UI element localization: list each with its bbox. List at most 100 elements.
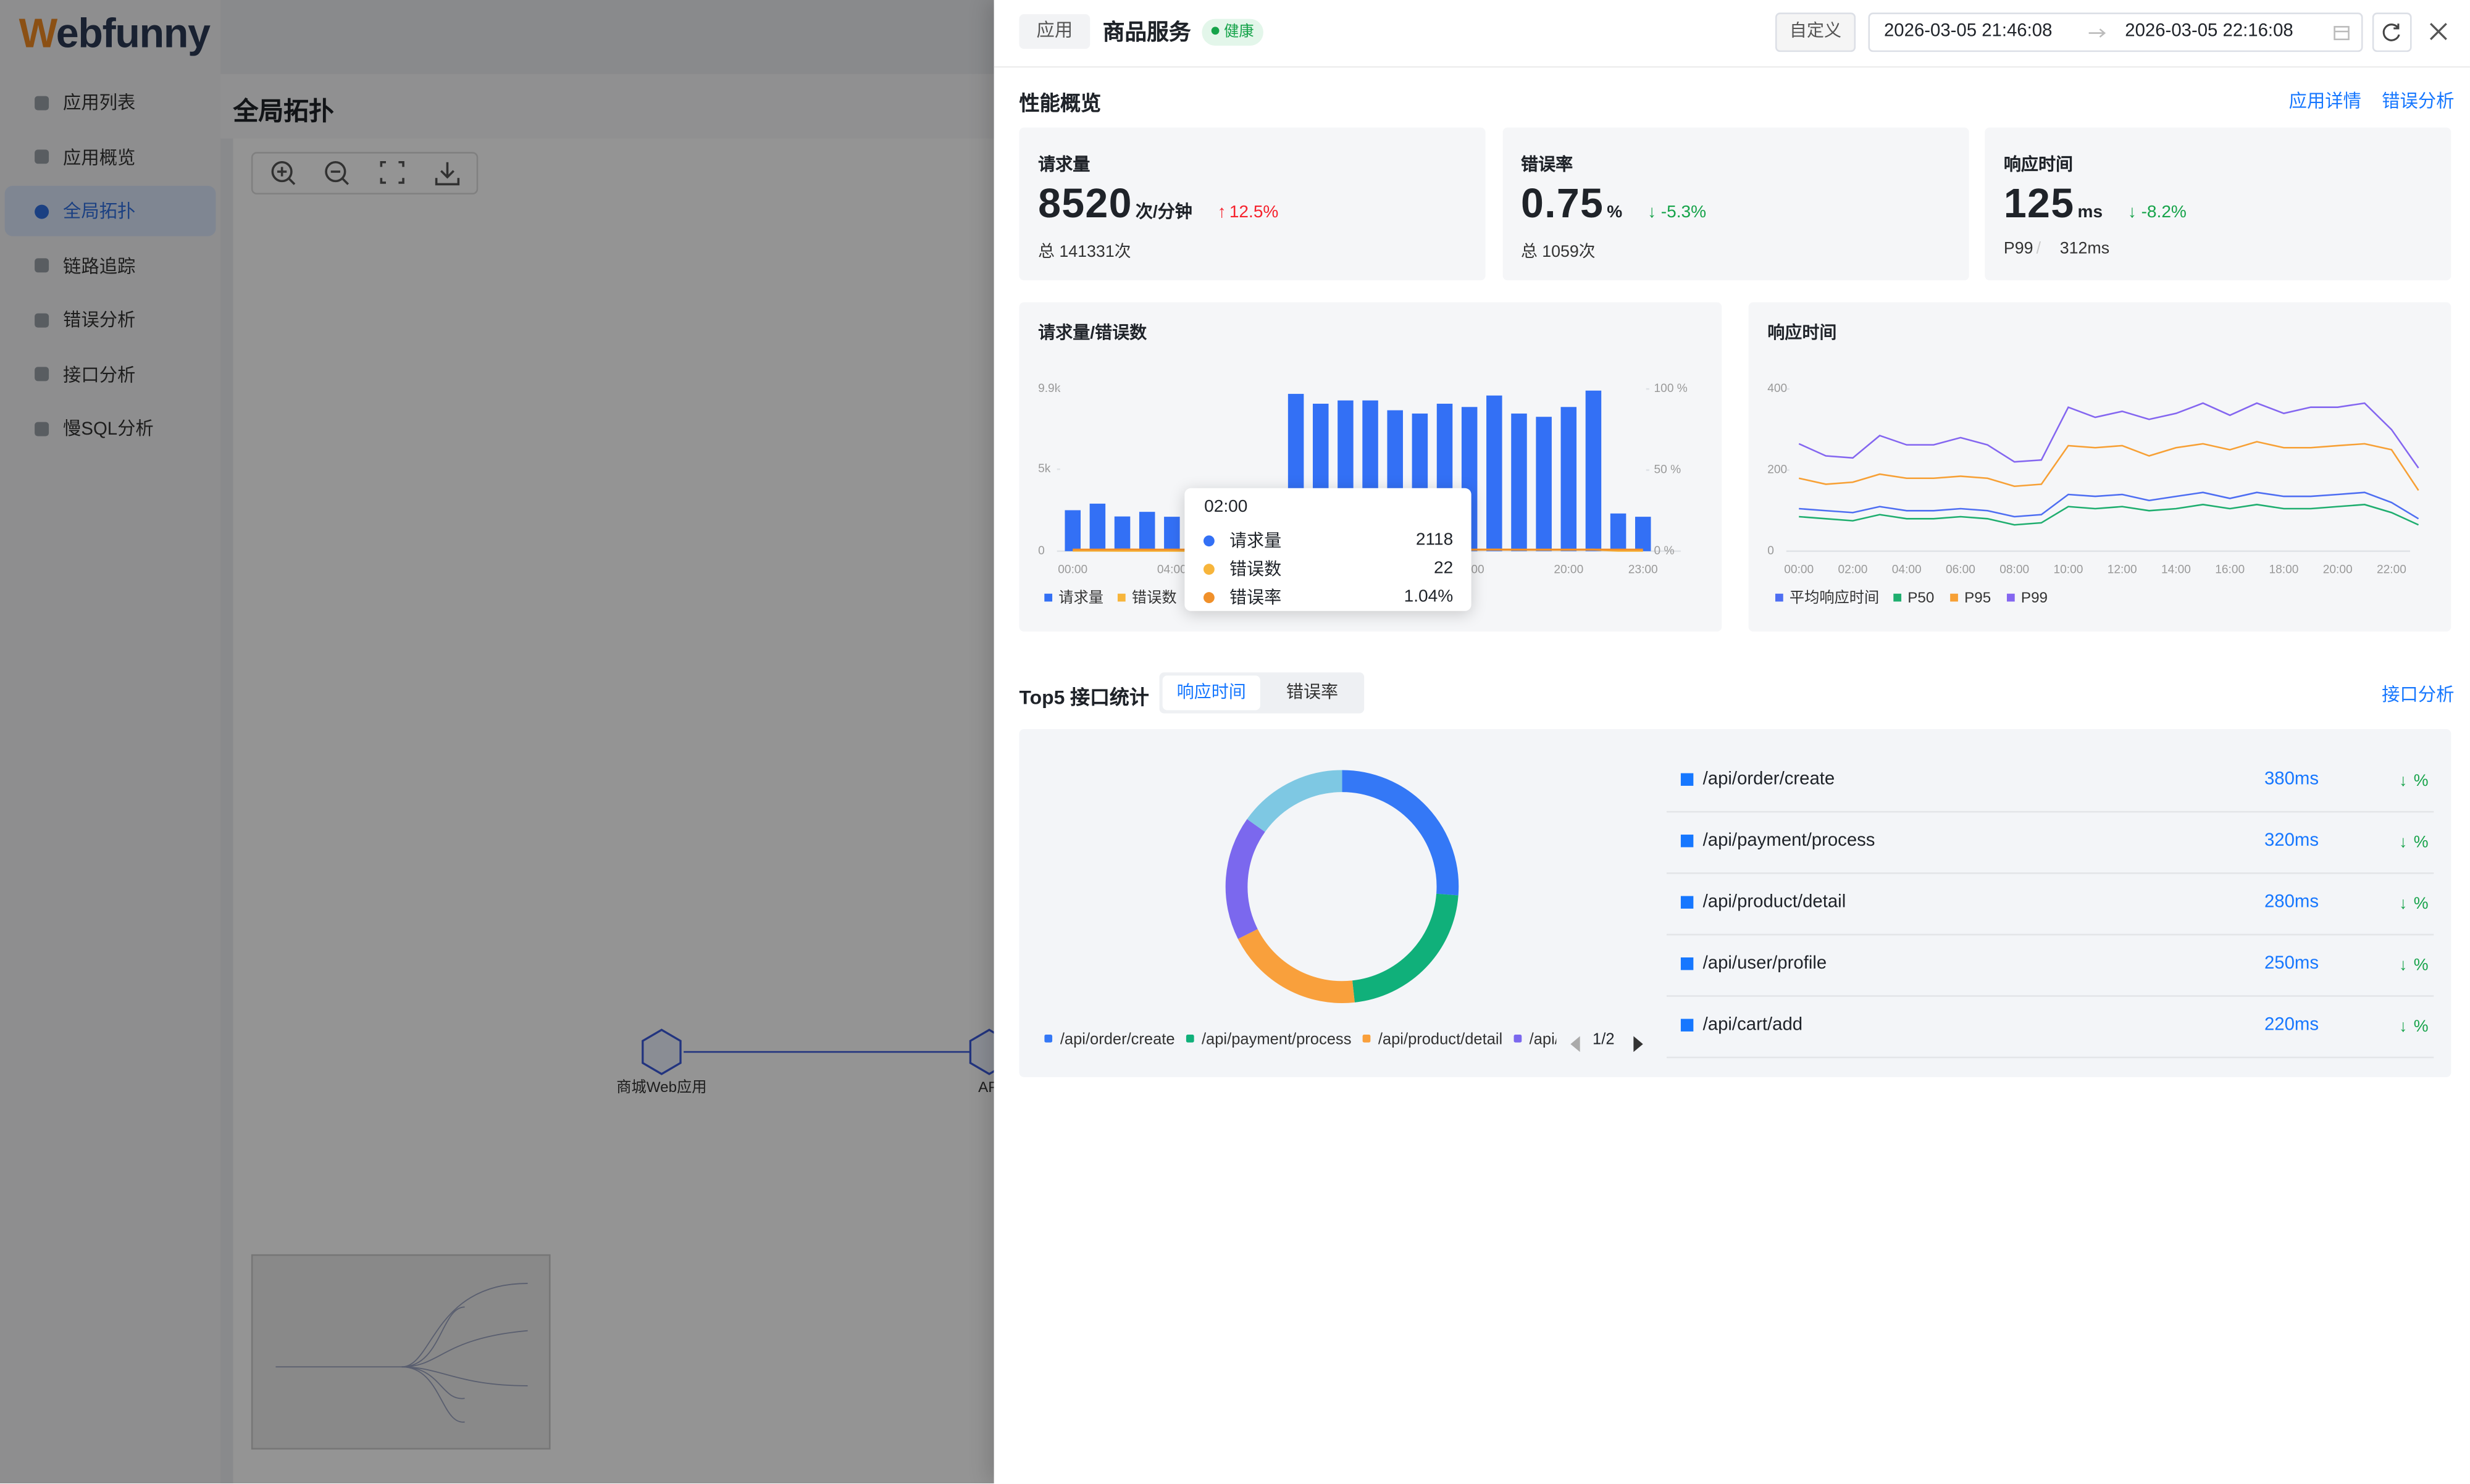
link[interactable]: 应用详情 [2288,93,2361,112]
card-label: 错误率 [1520,156,1573,175]
x-tick-label: 00:00 [1784,564,1814,577]
menu-item[interactable]: 接口分析 [5,349,216,399]
toolbar-icons [271,160,460,186]
tooltip-name: 错误率 [1229,589,1282,608]
legend-label: P99 [2021,590,2048,606]
x-tick-label: 08:00 [1999,564,2029,577]
page-title: 全局拓扑 [233,99,334,127]
menu-icon [35,149,49,164]
menu-item[interactable]: 应用列表 [5,77,216,128]
pager-arrows[interactable] [1567,1035,1646,1054]
legend: /api/order/create/api/payment/process/ap… [1044,1032,1556,1057]
card-value: 8520 [1038,179,1132,227]
x-tick-label: 23:00 [1628,564,1658,577]
row-marker [1680,957,1694,970]
overlay-mask[interactable] [0,0,994,1484]
x-tick-label: 00:00 [1058,564,1087,577]
menu-item[interactable]: 错误分析 [5,294,216,345]
row-marker [1680,835,1694,848]
tooltip-row: 错误率 1.04% [1204,583,1453,611]
logo: Webfunny [19,9,211,57]
tab[interactable]: 错误率 [1286,683,1339,702]
menu: 应用列表应用概览 全局拓扑链路追踪错误分析接口分析 慢SQL分析 [4,77,216,457]
series-line [1798,441,2419,491]
legend-label: P50 [1907,590,1934,606]
pager: 1/2 [1593,1031,1615,1049]
top5-panel: /api/order/create/api/payment/process/ap… [1019,729,2451,1077]
toolbar [251,152,479,195]
menu-label: 应用列表 [63,94,136,114]
close-button[interactable] [2429,22,2448,41]
bar [1164,517,1180,551]
separator [2033,240,2060,259]
card-unit: % [1607,203,1623,222]
tooltip-name: 请求量 [1229,532,1282,551]
bar [1610,513,1626,551]
tooltip-dot [1204,591,1216,602]
tooltip-value: 1.04% [1404,587,1454,607]
topology: 商城Web应用 AP [251,152,994,1450]
api-value: 280ms [2264,893,2319,912]
menu-item[interactable]: 链路追踪 [5,240,216,291]
bar [1065,510,1081,551]
menu-item[interactable]: 慢SQL分析 [5,403,216,454]
menu-icon [35,312,49,327]
date-range[interactable]: 2026-03-05 21:46:08 2026-03-05 22:16:08 [1868,12,2363,52]
bar [1089,503,1106,551]
x-tick-label: 04:00 [1157,564,1187,577]
node-icons [642,1028,994,1075]
card-value-row: 0.75% -5.3% [1521,180,1706,228]
minimap-edges [275,1283,528,1423]
legend-swatch [1775,593,1783,602]
refresh-button[interactable] [2372,12,2412,52]
menu-label: 错误分析 [63,312,136,331]
bar [1585,390,1602,551]
legend-label: 请求量 [1058,590,1103,606]
series-line [1799,491,2419,520]
y-tick-label: 0 [1038,544,1045,557]
link[interactable]: 接口分析 [2382,686,2455,706]
end-time: 2026-03-05 22:16:08 [2125,22,2293,41]
legend-swatch [1117,593,1126,602]
y2-tick-label: 50 % [1654,464,1681,477]
card-detail-text: P99 [2003,239,2033,259]
api-name: /api/product/detail [1702,893,1846,912]
api-name: /api/payment/process [1702,831,1875,851]
bar [1486,395,1502,551]
menu-icon [35,258,49,273]
legend-item: /api/user/profile [1513,1032,1556,1049]
x-tick-label: 06:00 [1946,564,1975,577]
card-unit: 次/分钟 [1135,203,1192,222]
y-tick-label: 5k [1038,462,1051,475]
donut-segment [1247,770,1342,832]
api-row: /api/order/create 380ms% [1666,749,2434,813]
api-change: % [2399,1017,2429,1036]
sidebar: Webfunny 应用列表应用概览 全局拓扑链路追踪错误分析接口分析 慢SQL分析 [0,0,221,1484]
menu-item[interactable]: 应用概览 [5,131,216,182]
link[interactable]: 错误分析 [2382,93,2455,112]
card-value: 0.75 [1520,179,1604,227]
card-value: 125 [2003,179,2075,227]
bar [1139,512,1155,551]
card-label: 响应时间 [2003,156,2074,175]
menu-label: 链路追踪 [63,257,136,277]
legend-item: /api/product/detail [1362,1032,1502,1049]
x-tick-label: 10:00 [2054,564,2083,577]
menu-item[interactable]: 全局拓扑 [4,186,216,236]
api-row: /api/payment/process 320ms% [1666,811,2434,874]
donut-segment [1352,893,1459,1003]
time-mode-button[interactable]: 自定义 [1775,12,1856,52]
api-row: /api/user/profile 250ms% [1666,934,2434,997]
minimap [251,1254,551,1450]
tab[interactable]: 响应时间 [1162,675,1260,711]
tooltip-dot [1204,562,1216,574]
legend-item: /api/order/create [1044,1031,1175,1049]
legend-swatch [1362,1035,1371,1043]
y2-tick-label: 100 % [1654,382,1688,395]
chart-title: 请求量/错误数 [1038,323,1147,342]
node-label: AP [978,1079,994,1096]
legend-label: /api/order/create [1060,1031,1175,1049]
chart-panel: 请求量/错误数05k9.9k00:0004:0008:0012:0016:002… [1019,302,1722,632]
